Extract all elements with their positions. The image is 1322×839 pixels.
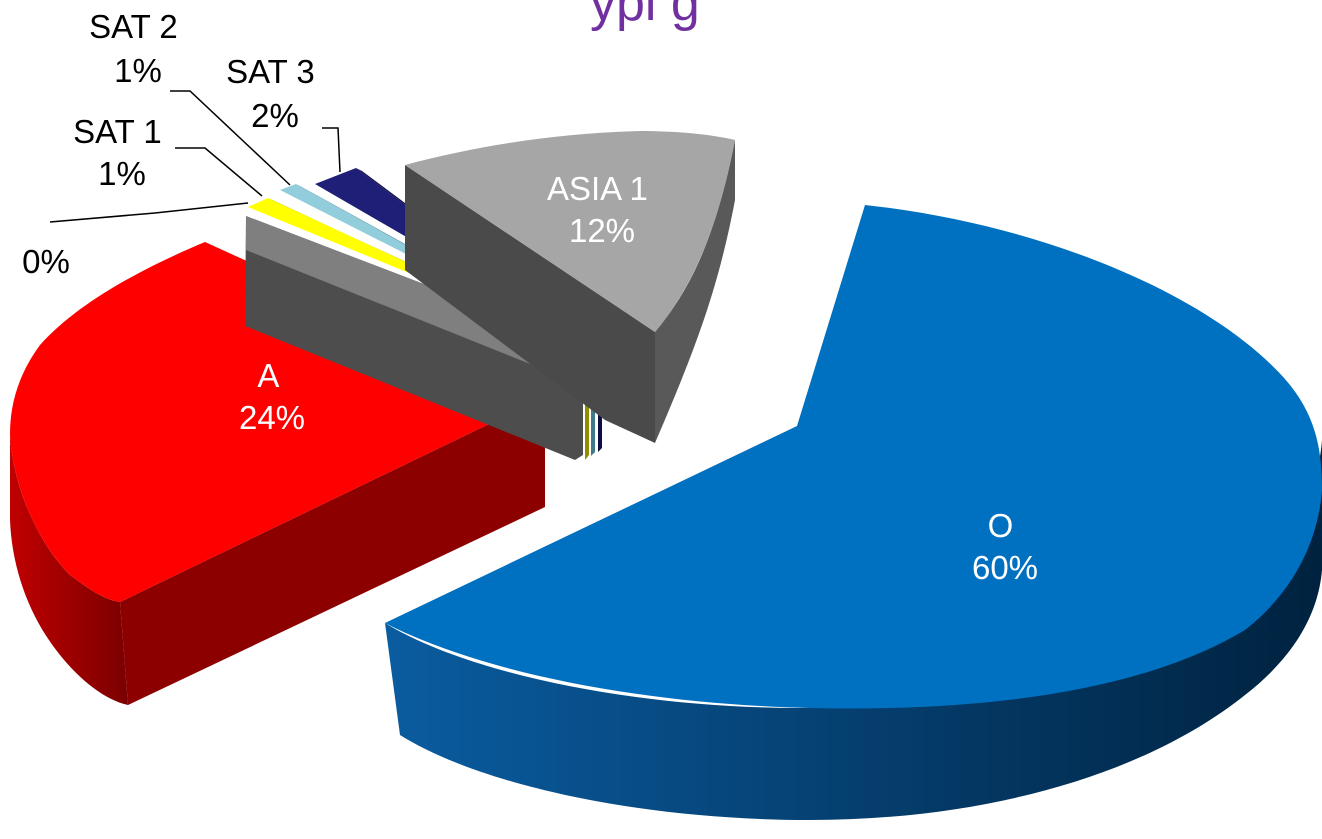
slice-asia1-top	[405, 131, 735, 332]
slice-zero	[245, 216, 583, 460]
label-sat2: SAT 2 1%	[89, 8, 187, 89]
slice-asia1-side-inner	[405, 165, 655, 443]
slice-a	[10, 242, 545, 705]
label-sat2-value: 1%	[114, 52, 162, 89]
slice-a-top	[10, 242, 545, 602]
slice-asia1	[405, 131, 735, 443]
label-asia1: ASIA 1 12%	[547, 170, 657, 249]
leader-line-sat3	[322, 127, 341, 173]
label-sat2-name: SAT 2	[89, 8, 178, 45]
leader-line-zero	[49, 202, 249, 223]
label-a: A 24%	[239, 357, 305, 436]
label-zero-value: 0%	[22, 243, 70, 280]
leader-line-sat1	[175, 147, 263, 197]
label-sat1-name: SAT 1	[73, 113, 162, 150]
label-sat3-name: SAT 3	[226, 53, 315, 90]
label-sat3-value: 2%	[251, 97, 299, 134]
chart-title-fragment: ypi g	[590, 0, 700, 32]
slice-a-side-outer	[10, 434, 128, 705]
slice-a-side-inner	[120, 397, 545, 705]
label-asia1-value: 12%	[569, 212, 635, 249]
label-o-name: O	[988, 507, 1014, 544]
label-sat1-value: 1%	[98, 155, 146, 192]
label-a-name: A	[257, 357, 279, 394]
label-zero: 0%	[22, 243, 70, 280]
slice-o-top	[385, 205, 1322, 709]
leader-line-sat2	[170, 90, 291, 186]
slice-o	[385, 205, 1322, 820]
label-asia1-name: ASIA 1	[547, 170, 648, 207]
slice-asia1-side-outer	[655, 140, 735, 443]
leader-lines	[49, 90, 341, 223]
label-o: O 60%	[972, 507, 1038, 586]
data-labels: O 60% A 24% ASIA 1 12% 0% SAT 1 1% SAT 2…	[22, 8, 1038, 586]
slice-zero-top	[246, 216, 583, 382]
slice-o-side	[385, 440, 1322, 820]
label-o-value: 60%	[972, 549, 1038, 586]
label-sat3: SAT 3 2%	[226, 53, 324, 134]
label-a-value: 24%	[239, 399, 305, 436]
label-sat1: SAT 1 1%	[73, 113, 171, 192]
